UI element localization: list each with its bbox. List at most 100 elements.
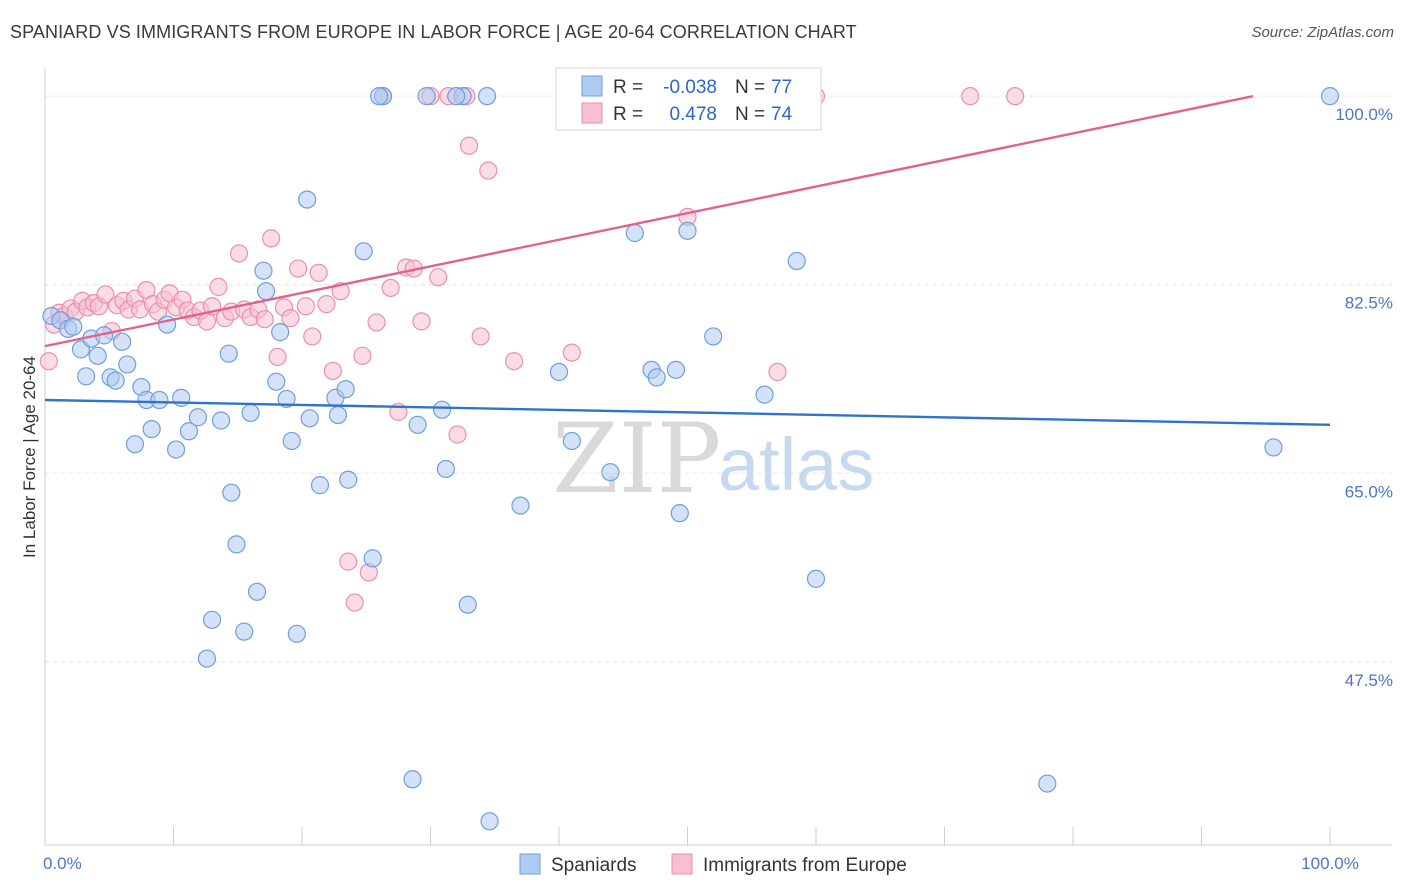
y-tick-labels: 47.5% 65.0% 82.5% 100.0% <box>1335 105 1393 690</box>
spaniards-point-69 <box>755 385 774 404</box>
spaniards-point-19 <box>166 440 186 459</box>
immigrants-point-68 <box>562 343 581 362</box>
spaniards-point-73 <box>1264 438 1283 457</box>
spaniards-point-57 <box>480 812 499 831</box>
immigrants-point-64 <box>459 136 479 155</box>
spaniards-point-56 <box>477 87 497 106</box>
spaniards-point-32 <box>254 261 273 280</box>
immigrants-point-52 <box>367 313 386 332</box>
spaniards-point-50 <box>408 415 427 434</box>
legend-n-label-2: N = <box>735 104 765 125</box>
immigrants-point-54 <box>381 278 400 298</box>
spaniards-point-29 <box>235 622 254 641</box>
immigrants-point-50 <box>353 346 372 365</box>
spaniards-point-43 <box>328 405 348 425</box>
spaniards-point-38 <box>287 624 306 643</box>
spaniards-point-60 <box>562 431 581 451</box>
immigrants-point-58 <box>412 312 431 331</box>
immigrants-point-48 <box>339 552 358 571</box>
immigrants-point-70 <box>768 362 787 382</box>
spaniards-point-49 <box>403 770 422 789</box>
spaniards-point-16 <box>142 419 161 439</box>
immigrants-point-46 <box>323 361 342 381</box>
spaniards-point-3 <box>64 317 83 336</box>
legend-n-label-1: N = <box>735 77 765 98</box>
series-legend-swatch-immigrants <box>671 853 693 875</box>
spaniards-point-39 <box>298 190 317 209</box>
spaniards-point-61 <box>601 463 620 482</box>
y-tick-label-3: 100.0% <box>1335 105 1393 124</box>
spaniards-point-71 <box>806 569 826 588</box>
legend-r-value-2: 0.478 <box>669 104 717 125</box>
spaniards-point-36 <box>277 389 296 409</box>
spaniards-point-74 <box>1320 87 1340 106</box>
spaniards-point-25 <box>211 411 231 430</box>
trendlines <box>44 94 1331 426</box>
immigrants-point-37 <box>262 229 281 248</box>
spaniards-point-44 <box>336 380 355 399</box>
spaniards-point-22 <box>188 408 208 427</box>
watermark-atlas: atlas <box>718 423 874 506</box>
spaniards-point-5 <box>77 367 96 386</box>
spaniards-point-64 <box>647 368 666 387</box>
series-spaniards-points <box>42 87 1340 831</box>
x-tick-labels: 0.0% 100.0% <box>43 854 1359 873</box>
immigrants-point-27 <box>197 312 217 331</box>
spaniards-point-47 <box>363 549 382 568</box>
chart-source: Source: ZipAtlas.com <box>1251 24 1394 41</box>
spaniards-point-35 <box>271 323 290 342</box>
y-tick-label-0: 47.5% <box>1345 671 1393 690</box>
spaniards-point-62 <box>625 223 644 243</box>
immigrants-point-32 <box>229 244 249 263</box>
immigrants-point-49 <box>345 593 364 612</box>
spaniards-point-12 <box>118 355 137 374</box>
spaniards-point-34 <box>267 372 286 391</box>
correlation-legend: R = -0.038 N = 77 R = 0.478 N = 74 <box>555 67 822 131</box>
immigrants-point-73 <box>1006 87 1025 106</box>
spaniards-point-17 <box>150 390 169 410</box>
spaniards-point-23 <box>197 649 217 668</box>
legend-r-label-2: R = <box>613 104 643 125</box>
immigrants-point-36 <box>255 310 274 329</box>
x-tick-label-1: 100.0% <box>1301 854 1359 873</box>
y-tick-label-2: 82.5% <box>1345 294 1393 313</box>
spaniards-point-13 <box>125 435 145 454</box>
spaniards-point-76 <box>370 87 389 106</box>
spaniards-point-30 <box>241 403 260 423</box>
spaniards-point-65 <box>666 360 686 379</box>
spaniards-point-53 <box>436 459 456 479</box>
gridlines <box>45 95 1392 663</box>
legend-r-label-1: R = <box>613 77 643 98</box>
series-legend-swatch-spaniards <box>519 853 541 875</box>
watermark: ZIP atlas <box>552 403 874 515</box>
y-tick-label-1: 65.0% <box>1345 482 1393 501</box>
immigrants-point-44 <box>309 263 328 282</box>
spaniards-point-40 <box>300 409 319 428</box>
spaniards-point-66 <box>670 504 689 523</box>
series-legend-label-spaniards: Spaniards <box>551 855 637 876</box>
spaniards-point-31 <box>247 582 267 601</box>
spaniards-point-10 <box>106 371 125 390</box>
spaniards-point-68 <box>704 327 723 346</box>
immigrants-point-40 <box>281 309 300 328</box>
spaniards-point-52 <box>432 400 452 419</box>
legend-swatch-pink <box>581 102 603 124</box>
spaniards-point-59 <box>549 362 569 382</box>
spaniards-point-24 <box>202 610 222 629</box>
spaniards-point-11 <box>112 332 132 351</box>
x-tick-label-0: 0.0% <box>43 854 82 873</box>
spaniards-point-37 <box>282 431 301 451</box>
series-legend: Spaniards Immigrants from Europe <box>519 853 907 876</box>
spaniards-point-41 <box>310 476 330 495</box>
spaniards-point-58 <box>511 496 530 515</box>
axes <box>44 68 1392 846</box>
immigrants-point-29 <box>209 277 228 296</box>
legend-swatch-blue <box>581 75 603 97</box>
immigrants-point-67 <box>504 352 524 371</box>
immigrants-trendline <box>44 94 1254 348</box>
y-axis-title: In Labor Force | Age 20-64 <box>20 356 39 558</box>
immigrants-point-41 <box>289 259 308 278</box>
immigrants-point-38 <box>268 347 287 367</box>
watermark-zip: ZIP <box>552 403 721 515</box>
spaniards-point-21 <box>179 422 199 441</box>
